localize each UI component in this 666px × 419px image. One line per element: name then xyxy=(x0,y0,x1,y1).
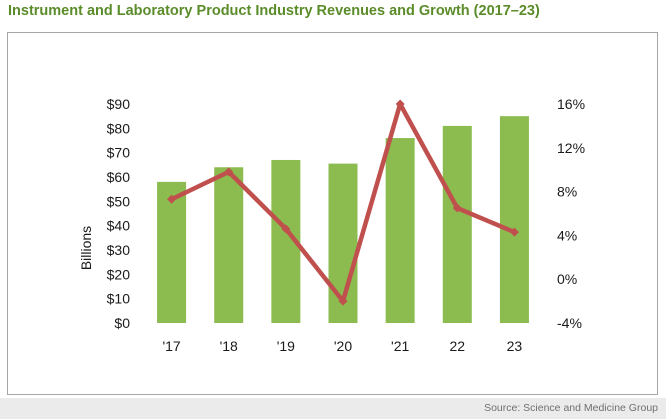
y-axis-title: Billions xyxy=(78,226,94,270)
growth-marker xyxy=(452,203,462,213)
growth-marker xyxy=(395,99,405,109)
x-tick-label: 22 xyxy=(449,338,465,354)
y2-tick-label: 12% xyxy=(557,140,585,156)
y2-tick-label: 8% xyxy=(557,184,577,200)
chart-frame: Billions $0 $10 $20 $30 $40 $50 $60 $70 $80 $90 -4… xyxy=(7,32,658,395)
y2-tick-label: 16% xyxy=(557,96,585,112)
growth-marker xyxy=(281,224,291,234)
y-tick-label: $80 xyxy=(107,120,131,136)
bar xyxy=(214,167,244,323)
growth-marker xyxy=(509,227,519,237)
y-tick-label: $10 xyxy=(107,291,131,307)
source-note: Source: Science and Medicine Group xyxy=(484,402,658,414)
y2-tick-label: 0% xyxy=(557,271,577,287)
chart-area: Billions $0 $10 $20 $30 $40 $50 $60 $70 $80 $90 -4… xyxy=(78,96,585,354)
y-tick-label: $0 xyxy=(114,315,130,331)
bar xyxy=(442,125,472,324)
x-tick-label: '21 xyxy=(391,338,409,354)
y-tick-label: $70 xyxy=(107,145,131,161)
y-tick-label: $40 xyxy=(107,218,131,234)
x-tick-label: '20 xyxy=(334,338,352,354)
bar xyxy=(157,181,187,323)
growth-marker xyxy=(224,167,234,177)
y2-tick-label: 4% xyxy=(557,227,577,243)
footer-bar: Source: Science and Medicine Group xyxy=(0,398,666,419)
growth-marker xyxy=(338,296,348,306)
y-tick-label: $20 xyxy=(107,266,131,282)
chart-title: Instrument and Laboratory Product Indust… xyxy=(8,3,540,19)
growth-marker xyxy=(167,194,177,204)
bar xyxy=(499,116,529,324)
y-tick-label: $60 xyxy=(107,169,131,185)
bar xyxy=(385,138,415,323)
y-tick-label: $50 xyxy=(107,193,131,209)
y-tick-label: $30 xyxy=(107,242,131,258)
y-tick-label: $90 xyxy=(107,96,131,112)
x-tick-label: '17 xyxy=(162,338,180,354)
x-tick-label: 23 xyxy=(507,338,523,354)
x-tick-label: '19 xyxy=(277,338,295,354)
x-tick-label: '18 xyxy=(220,338,238,354)
y2-tick-label: -4% xyxy=(557,315,582,331)
